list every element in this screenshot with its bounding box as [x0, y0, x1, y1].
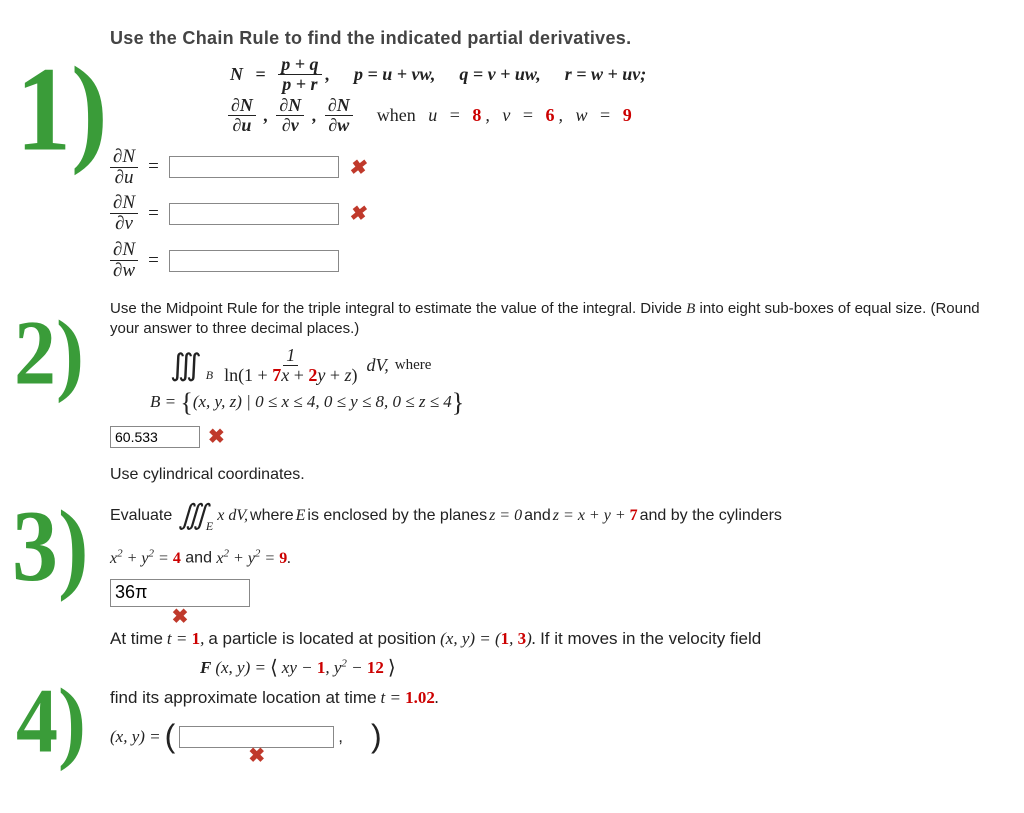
value-w: 9: [623, 105, 632, 126]
answer-input-dndu[interactable]: [169, 156, 339, 178]
problem-4-answer: (x, y) = ( ✖ , ): [110, 711, 1004, 762]
problem-3-cylinders: x2 + y2 = 4 and x2 + y2 = 9.: [110, 545, 1004, 570]
handwritten-1: 1): [16, 49, 108, 170]
handwritten-4: 4): [16, 676, 86, 768]
wrong-icon: ✖: [349, 155, 366, 180]
wrong-icon: ✖: [349, 201, 366, 226]
answer-input-dndv[interactable]: [169, 203, 339, 225]
def-r: r = w + uv;: [565, 64, 647, 85]
problem-2-integral: ∭ B 1 ln(1 + 7x + 2y + z) dV, where: [170, 346, 1004, 385]
problem-4-field: F (x, y) = ⟨ xy − 1, y2 − 12 ⟩: [110, 652, 1004, 684]
answer-input-midpoint[interactable]: [110, 426, 200, 448]
answer-input-cylindrical[interactable]: [110, 579, 250, 607]
handwritten-2: 2): [14, 308, 84, 400]
problem-4-line3: find its approximate location at time t …: [110, 684, 1004, 711]
wrong-icon: ✖: [172, 604, 189, 629]
answer-row-dndv: ∂N∂v = ✖: [110, 193, 1004, 234]
problem-3-heading: Use cylindrical coordinates.: [110, 463, 1004, 487]
value-v: 6: [546, 105, 555, 126]
def-p: p = u + vw,: [354, 64, 435, 85]
problem-1-partials-line: ∂N∂u , ∂N∂v , ∂N∂w when u = 8, v = 6, w …: [110, 96, 1004, 135]
problem-1-title: Use the Chain Rule to find the indicated…: [110, 28, 1004, 49]
var-N: N: [230, 64, 243, 85]
problem-1: Use the Chain Rule to find the indicated…: [110, 28, 1004, 281]
problem-4-line1: At time t = 1, a particle is located at …: [110, 625, 1004, 652]
answer-row-dndu: ∂N∂u = ✖: [110, 147, 1004, 188]
problem-4: At time t = 1, a particle is located at …: [110, 625, 1004, 763]
triple-integral-icon: ∭: [170, 358, 202, 373]
triple-integral-icon: ∭: [174, 495, 206, 537]
handwritten-3: 3): [12, 495, 89, 596]
answer-row-dndw: ∂N∂w =: [110, 240, 1004, 281]
wrong-icon: ✖: [208, 424, 225, 449]
answer-input-dndw[interactable]: [169, 250, 339, 272]
problem-2: Use the Midpoint Rule for the triple int…: [110, 299, 1004, 449]
def-q: q = v + uw,: [459, 64, 540, 85]
problem-2-text: Use the Midpoint Rule for the triple int…: [110, 299, 1004, 340]
wrong-icon: ✖: [248, 740, 265, 772]
problem-3-statement: Evaluate ∭ E x dV, where E is enclosed b…: [110, 495, 1004, 537]
problem-2-domain: B = {(x, y, z) | 0 ≤ x ≤ 4, 0 ≤ y ≤ 8, 0…: [150, 388, 1004, 418]
problem-1-definitions: N = p + q p + r , p = u + vw, q = v + uw…: [110, 55, 1004, 94]
problem-3: Use cylindrical coordinates. Evaluate ∭ …: [110, 463, 1004, 606]
value-u: 8: [472, 105, 481, 126]
